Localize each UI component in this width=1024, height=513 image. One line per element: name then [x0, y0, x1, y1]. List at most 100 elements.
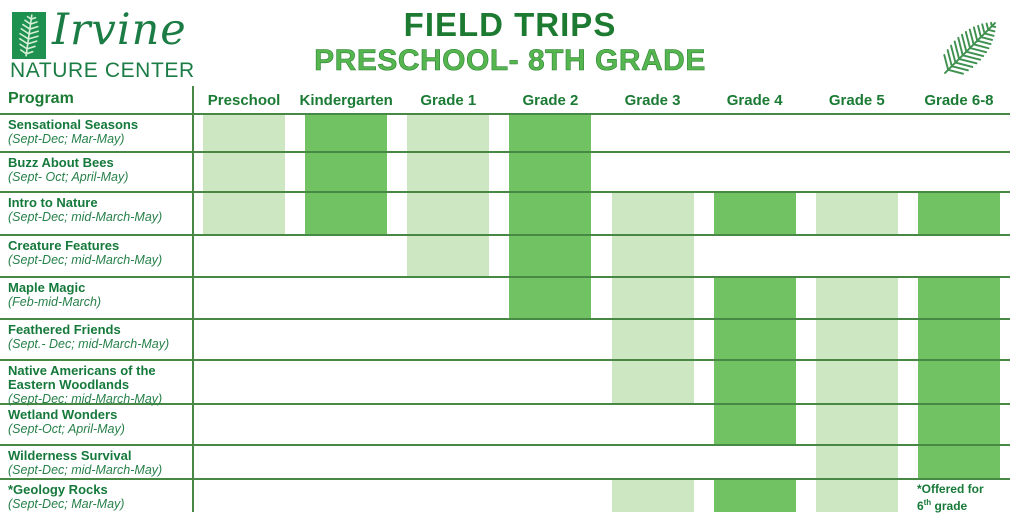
availability-band-light	[611, 236, 694, 276]
column-header-program: Program	[8, 90, 74, 107]
fern-logo-icon	[12, 12, 46, 59]
grade-cells	[193, 236, 1010, 276]
table-body: Sensational Seasons (Sept-Dec; Mar-May) …	[0, 113, 1010, 513]
program-cell: Maple Magic (Feb-mid-March)	[0, 278, 193, 318]
grade-cell	[295, 480, 397, 512]
program-cell: Wilderness Survival (Sept-Dec; mid-March…	[0, 446, 193, 478]
grade-cell	[908, 320, 1010, 359]
title-field-trips: FIELD TRIPS	[403, 6, 617, 43]
grade-cell	[602, 446, 704, 478]
program-dates: (Sept- Oct; April-May)	[8, 170, 129, 184]
grade-cells	[193, 115, 1010, 151]
availability-band-dark	[917, 320, 1000, 359]
grade-cell: *Offered for 6th grade	[908, 480, 1010, 513]
grade-cell	[602, 405, 704, 444]
logo-subtitle: NATURE CENTER	[10, 59, 195, 82]
table-row: Wetland Wonders (Sept-Oct; April-May)	[0, 403, 1010, 444]
grade-cell	[602, 236, 704, 276]
table-row: Maple Magic (Feb-mid-March)	[0, 276, 1010, 318]
grade-cell	[602, 320, 704, 359]
grade-cells: *Offered for 6th grade	[193, 480, 1010, 513]
availability-band-light	[815, 405, 898, 444]
availability-band-light	[203, 153, 286, 191]
column-header-grade-4: Grade 4	[726, 92, 783, 109]
availability-band-light	[611, 480, 694, 512]
availability-band-dark	[509, 193, 592, 234]
grade-cell	[704, 115, 806, 151]
program-dates: (Sept.- Dec; mid-March-May)	[8, 337, 170, 351]
grade-cell	[499, 361, 601, 403]
grade-cell	[193, 405, 295, 444]
grade-cell	[806, 115, 908, 151]
irvine-nature-center-logo: Irvine NATURE CENTER	[0, 0, 220, 85]
grade-cell	[704, 405, 806, 444]
grade-cell	[806, 193, 908, 234]
availability-band-dark	[509, 153, 592, 191]
program-dates: (Sept-Dec; Mar-May)	[8, 497, 125, 511]
fern-decoration-icon	[943, 21, 997, 75]
grade-cell	[602, 153, 704, 191]
grade-cell	[704, 480, 806, 512]
program-dates: (Sept-Oct; April-May)	[8, 422, 125, 436]
grade-cell	[602, 480, 704, 512]
grade-cell	[193, 153, 295, 191]
grade-cell	[806, 480, 908, 512]
availability-band-dark	[509, 236, 592, 276]
table-row: *Geology Rocks (Sept-Dec; Mar-May) *Offe…	[0, 478, 1010, 513]
availability-band-light	[815, 446, 898, 478]
grade-cell	[397, 446, 499, 478]
grade-cell	[295, 320, 397, 359]
grade-cell	[704, 193, 806, 234]
availability-band-dark	[917, 446, 1000, 478]
availability-band-light	[815, 361, 898, 403]
grade-cell	[193, 115, 295, 151]
grade-cell	[295, 115, 397, 151]
grade-cell	[499, 278, 601, 318]
column-header-grade-2: Grade 2	[522, 92, 579, 109]
grade-cell	[806, 320, 908, 359]
grade-cell	[704, 236, 806, 276]
grade-cell	[908, 153, 1010, 191]
availability-band-dark	[713, 480, 796, 512]
grade-cell	[193, 446, 295, 478]
availability-band-dark	[305, 115, 388, 151]
grade-cell	[602, 193, 704, 234]
grade-cell	[193, 278, 295, 318]
grade-cell	[704, 446, 806, 478]
grade-cell	[499, 236, 601, 276]
availability-band-dark	[917, 361, 1000, 403]
grade-cells	[193, 193, 1010, 234]
grade-cell	[499, 405, 601, 444]
program-cell: Buzz About Bees (Sept- Oct; April-May)	[0, 153, 193, 191]
program-name: *Geology Rocks	[8, 482, 108, 497]
program-name: Sensational Seasons	[8, 117, 139, 132]
availability-band-dark	[713, 278, 796, 318]
program-name: Maple Magic	[8, 280, 86, 295]
program-cell: Feathered Friends (Sept.- Dec; mid-March…	[0, 320, 193, 359]
grade-cell	[908, 115, 1010, 151]
availability-band-dark	[305, 153, 388, 191]
availability-band-light	[815, 193, 898, 234]
grade-cell	[908, 236, 1010, 276]
column-header-grade-3: Grade 3	[624, 92, 681, 109]
grade-cell	[295, 278, 397, 318]
logo-wordmark: Irvine	[52, 5, 187, 55]
grade-cell	[397, 405, 499, 444]
title-grade-range: PRESCHOOL- 8TH GRADE	[314, 44, 706, 78]
availability-band-light	[815, 480, 898, 512]
grade-cell	[499, 115, 601, 151]
program-column-divider	[192, 86, 194, 512]
program-cell: Creature Features (Sept-Dec; mid-March-M…	[0, 236, 193, 276]
grade-column-headers: Preschool Kindergarten Grade 1 Grade 2 G…	[193, 85, 1010, 113]
program-name: Wilderness Survival	[8, 448, 132, 463]
grade-cell	[908, 361, 1010, 403]
table-row: Intro to Nature (Sept-Dec; mid-March-May…	[0, 191, 1010, 234]
program-cell: Intro to Nature (Sept-Dec; mid-March-May…	[0, 193, 193, 234]
availability-band-dark	[713, 405, 796, 444]
program-name: Native Americans of the Eastern Woodland…	[8, 363, 156, 392]
grade-cell	[806, 153, 908, 191]
program-name: Wetland Wonders	[8, 407, 118, 422]
grade-cell	[193, 236, 295, 276]
availability-band-dark	[917, 405, 1000, 444]
grade-cells	[193, 405, 1010, 444]
